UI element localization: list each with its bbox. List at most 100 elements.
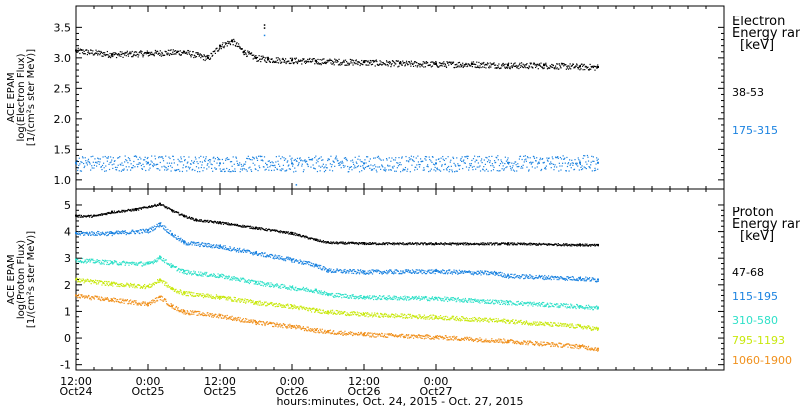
sample-dot	[150, 231, 151, 232]
sample-dot	[368, 60, 369, 61]
sample-dot	[483, 244, 484, 245]
sample-dot	[369, 297, 370, 298]
sample-dot	[330, 60, 331, 61]
sample-dot	[545, 277, 546, 278]
sample-dot	[433, 64, 434, 65]
sample-dot	[308, 157, 309, 158]
sample-dot	[384, 271, 385, 272]
sample-dot	[235, 249, 236, 250]
sample-dot	[205, 272, 206, 273]
sample-dot	[294, 168, 295, 169]
sample-dot	[149, 261, 150, 262]
sample-dot	[225, 171, 226, 172]
sample-dot	[449, 300, 450, 301]
sample-dot	[160, 225, 161, 226]
proton-ytick-label: 4	[64, 226, 71, 239]
sample-dot	[253, 252, 254, 253]
sample-dot	[227, 276, 228, 277]
sample-dot	[464, 162, 465, 163]
sample-dot	[204, 160, 205, 161]
sample-dot	[113, 163, 114, 164]
sample-dot	[408, 270, 409, 271]
sample-dot	[266, 255, 267, 256]
sample-dot	[419, 269, 420, 270]
sample-dot	[584, 166, 585, 167]
sample-dot	[297, 158, 298, 159]
sample-dot	[459, 301, 460, 302]
sample-dot	[449, 299, 450, 300]
sample-dot	[500, 272, 501, 273]
sample-dot	[591, 162, 592, 163]
sample-dot	[302, 263, 303, 264]
sample-dot	[102, 156, 103, 157]
sample-dot	[223, 224, 224, 225]
sample-dot	[593, 161, 594, 162]
sample-dot	[275, 61, 276, 62]
sample-dot	[421, 269, 422, 270]
sample-dot	[82, 157, 83, 158]
sample-dot	[149, 55, 150, 56]
sample-dot	[459, 243, 460, 244]
sample-dot	[247, 56, 248, 57]
sample-dot	[494, 160, 495, 161]
sample-dot	[126, 234, 127, 235]
sample-dot	[504, 244, 505, 245]
sample-dot	[176, 169, 177, 170]
sample-dot	[310, 265, 311, 266]
sample-dot	[146, 163, 147, 164]
sample-dot	[354, 296, 355, 297]
sample-dot	[270, 165, 271, 166]
sample-dot	[414, 169, 415, 170]
sample-dot	[477, 167, 478, 168]
sample-dot	[597, 169, 598, 170]
sample-dot	[256, 61, 257, 62]
sample-dot	[156, 224, 157, 225]
sample-dot	[359, 171, 360, 172]
sample-dot	[194, 161, 195, 162]
sample-dot	[154, 226, 155, 227]
sample-dot	[277, 285, 278, 286]
electron-ytick-label: 2.5	[54, 82, 72, 95]
sample-dot	[364, 169, 365, 170]
sample-dot	[191, 241, 192, 242]
sample-dot	[290, 289, 291, 290]
sample-dot	[253, 254, 254, 255]
sample-dot	[390, 269, 391, 270]
sample-dot	[136, 230, 137, 231]
sample-dot	[295, 171, 296, 172]
sample-dot	[566, 279, 567, 280]
sample-dot	[221, 246, 222, 247]
sample-dot	[240, 171, 241, 172]
sample-dot	[78, 165, 79, 166]
sample-dot	[165, 227, 166, 228]
sample-dot	[538, 245, 539, 246]
sample-dot	[317, 239, 318, 240]
sample-dot	[251, 52, 252, 53]
sample-dot	[326, 62, 327, 63]
sample-dot	[292, 166, 293, 167]
sample-dot	[478, 162, 479, 163]
sample-dot	[128, 157, 129, 158]
sample-dot	[300, 61, 301, 62]
sample-dot	[431, 66, 432, 67]
sample-dot	[82, 217, 83, 218]
sample-dot	[478, 67, 479, 68]
sample-dot	[153, 263, 154, 264]
sample-dot	[97, 54, 98, 55]
sample-dot	[352, 242, 353, 243]
sample-dot	[278, 62, 279, 63]
sample-dot	[246, 158, 247, 159]
sample-dot	[244, 250, 245, 251]
sample-dot	[266, 62, 267, 63]
sample-dot	[277, 57, 278, 58]
sample-dot	[283, 157, 284, 158]
sample-dot	[119, 170, 120, 171]
sample-dot	[318, 292, 319, 293]
sample-dot	[357, 64, 358, 65]
sample-dot	[183, 273, 184, 274]
sample-dot	[418, 296, 419, 297]
sample-dot	[422, 161, 423, 162]
sample-dot	[552, 67, 553, 68]
sample-dot	[554, 68, 555, 69]
sample-dot	[388, 65, 389, 66]
